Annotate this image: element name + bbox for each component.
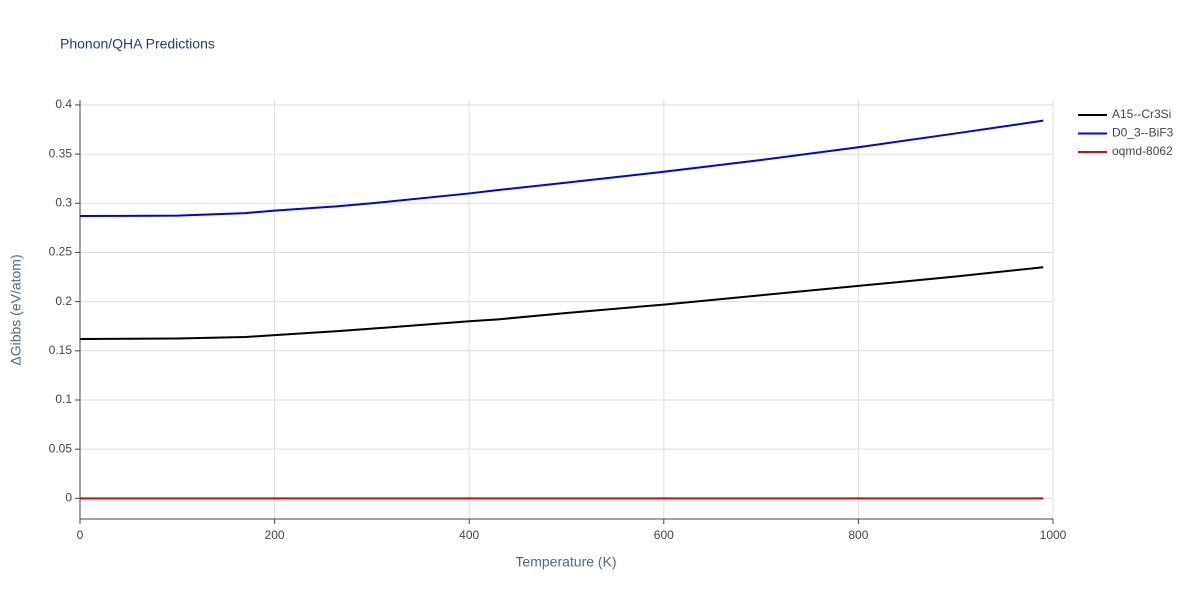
x-axis-label: Temperature (K) [515, 554, 616, 570]
y-tick-label: 0.4 [55, 97, 72, 111]
x-tick-label: 1000 [1040, 528, 1067, 542]
legend-label: D0_3--BiF3 [1112, 126, 1174, 140]
y-tick-label: 0.15 [49, 343, 73, 357]
x-tick-label: 400 [459, 528, 479, 542]
data-line [79, 266, 1044, 341]
y-tick-label: 0 [65, 491, 72, 505]
legend-label: oqmd-8062 [1112, 144, 1173, 158]
x-tick-label: 0 [77, 528, 84, 542]
y-tick-label: 0.1 [55, 392, 72, 406]
y-tick-label: 0.05 [49, 441, 73, 455]
y-tick-label: 0.3 [55, 195, 72, 209]
y-tick-label: 0.25 [49, 245, 73, 259]
x-tick-label: 800 [848, 528, 868, 542]
y-tick-label: 0.35 [49, 146, 73, 160]
y-axis-label: ΔGibbs (eV/atom) [8, 254, 24, 365]
data-line [79, 119, 1044, 218]
y-tick-label: 0.2 [55, 294, 72, 308]
x-tick-label: 600 [654, 528, 674, 542]
chart-title: Phonon/QHA Predictions [60, 36, 215, 52]
x-tick-label: 200 [265, 528, 285, 542]
legend-label: A15--Cr3Si [1112, 107, 1171, 121]
